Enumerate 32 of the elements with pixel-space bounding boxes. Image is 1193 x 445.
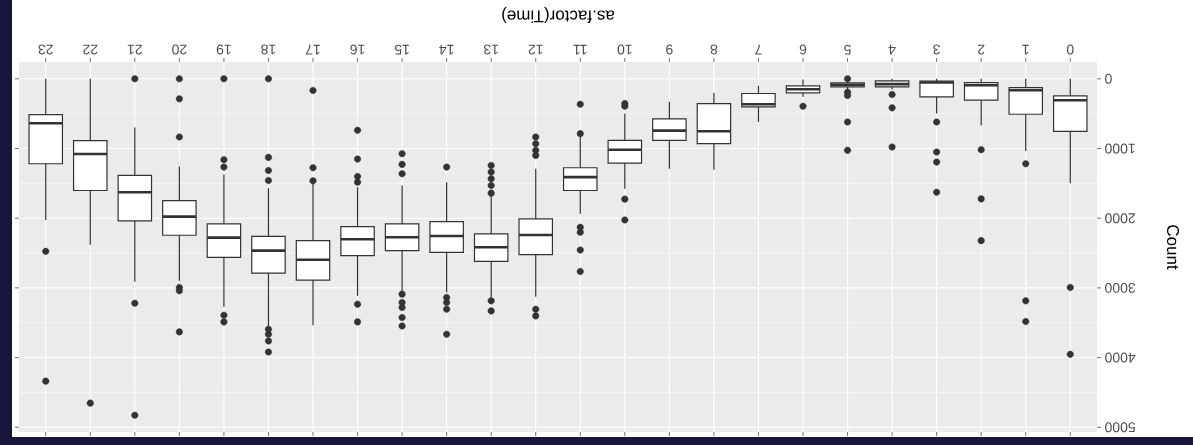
x-tick-label: 3 [933, 44, 940, 55]
x-tick-label: 23 [38, 44, 53, 55]
x-tick-label: 9 [666, 44, 673, 55]
y-tick-label: 3000 [1105, 282, 1136, 293]
x-tick-label: 7 [755, 44, 762, 55]
x-tick-label: 19 [216, 44, 231, 55]
x-axis-title: as.factor(Time) [502, 7, 615, 23]
x-tick-label: 5 [844, 44, 851, 55]
x-tick-label: 15 [394, 44, 409, 55]
x-tick-label: 12 [528, 44, 543, 55]
x-tick-label: 2 [977, 44, 985, 55]
x-tick-label: 4 [888, 44, 896, 55]
y-tick-label: 1000 [1105, 143, 1135, 154]
x-tick-label: 14 [439, 44, 454, 55]
y-tick-label: 5000 [1105, 422, 1136, 433]
x-tick-label: 8 [710, 44, 718, 55]
x-tick-label: 0 [1066, 44, 1074, 55]
y-tick-label: 0 [1105, 73, 1112, 84]
x-tick-label: 20 [172, 44, 187, 55]
x-tick-label: 13 [484, 44, 498, 55]
x-tick-label: 22 [83, 44, 98, 55]
x-tick-label: 6 [799, 44, 807, 55]
x-tick-label: 11 [573, 44, 587, 55]
x-tick-label: 17 [305, 44, 320, 55]
x-tick-label: 10 [617, 44, 632, 55]
y-axis-title: Count [1166, 225, 1180, 270]
x-tick-label: 16 [350, 44, 365, 55]
x-tick-label: 18 [261, 44, 276, 55]
y-tick-label: 2000 [1105, 213, 1135, 224]
y-tick-label: 4000 [1105, 352, 1136, 363]
x-tick-label: 1 [1022, 44, 1029, 55]
x-tick-label: 21 [127, 44, 142, 55]
